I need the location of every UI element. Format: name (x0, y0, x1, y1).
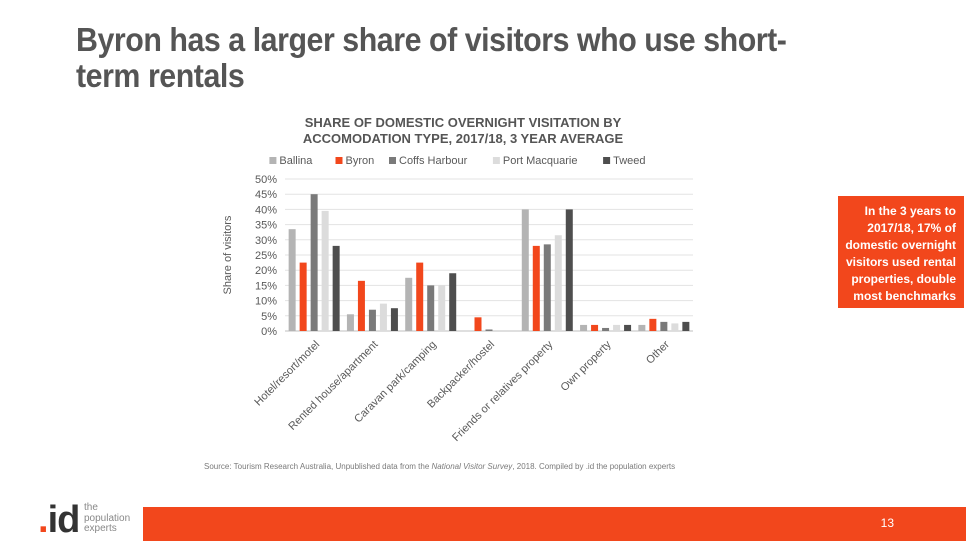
footer-bar: 13 (143, 507, 966, 541)
bar (474, 317, 482, 331)
y-tick-label: 25% (255, 250, 277, 262)
logo-tagline-line: population (84, 512, 131, 524)
bar (591, 324, 599, 331)
bar (682, 321, 690, 331)
bar (405, 277, 413, 331)
bar (321, 210, 329, 331)
bar (379, 303, 387, 331)
bar (310, 194, 318, 331)
y-axis-label: Share of visitors (222, 215, 234, 294)
legend-label: Tweed (613, 155, 645, 167)
x-tick-label: Friends or relatives property (450, 338, 556, 444)
y-tick-label: 35% (255, 220, 277, 232)
bar (649, 318, 657, 331)
bar-chart: SHARE OF DOMESTIC OVERNIGHT VISITATION B… (222, 115, 693, 444)
y-tick-label: 15% (255, 280, 277, 292)
logo-tagline-line: the (84, 502, 98, 513)
page-number: 13 (880, 516, 894, 530)
bar (532, 245, 540, 331)
legend-swatch (335, 157, 343, 164)
source-note: Source: Tourism Research Australia, Unpu… (204, 462, 675, 471)
source-italic: National Visitor Survey (431, 462, 513, 471)
legend-label: Port Macquarie (503, 155, 578, 167)
bar (299, 262, 307, 331)
y-tick-label: 20% (255, 265, 277, 277)
bar (602, 327, 610, 331)
bar (346, 314, 354, 331)
bar (671, 323, 679, 331)
bar (357, 280, 365, 331)
legend-swatch (492, 157, 500, 164)
x-tick-label: Other (644, 338, 672, 366)
bar (543, 244, 551, 331)
bar (416, 262, 424, 331)
legend-swatch (389, 157, 396, 164)
source-suffix: , 2018. Compiled by .id the population e… (512, 462, 676, 471)
bar (521, 209, 529, 331)
bar (554, 235, 562, 331)
bar (496, 330, 504, 331)
bar (332, 245, 340, 331)
source-prefix: Source: Tourism Research Australia, Unpu… (204, 462, 432, 471)
legend-label: Coffs Harbour (399, 155, 468, 167)
bar (565, 209, 573, 331)
bar (288, 229, 296, 331)
bar (485, 329, 493, 331)
bar (580, 324, 588, 331)
bar (449, 273, 457, 331)
legend-label: Ballina (279, 155, 313, 167)
chart-title-line: ACCOMODATION TYPE, 2017/18, 3 YEAR AVERA… (303, 131, 624, 146)
bar (390, 308, 398, 331)
logo-tagline: the population experts (84, 502, 131, 535)
bar (368, 309, 376, 331)
callout-box: In the 3 years to 2017/18, 17% of domest… (838, 196, 964, 308)
bar (624, 324, 632, 331)
logo-tagline-line: experts (84, 523, 117, 534)
legend-swatch (269, 157, 277, 164)
y-tick-label: 45% (255, 189, 277, 201)
bar (638, 324, 646, 331)
legend-swatch (603, 157, 611, 164)
y-tick-label: 0% (261, 326, 277, 338)
y-tick-label: 40% (255, 204, 277, 216)
bar (438, 285, 446, 331)
logo-mark: .id (38, 499, 80, 541)
y-tick-label: 5% (261, 311, 277, 323)
bar (613, 324, 621, 331)
id-logo: .id the population experts (38, 499, 138, 542)
bar (427, 285, 435, 331)
slide-title: Byron has a larger share of visitors who… (76, 21, 787, 94)
y-tick-label: 10% (255, 296, 277, 308)
x-tick-label: Own property (559, 338, 615, 394)
y-tick-label: 30% (255, 235, 277, 247)
chart-title-line: SHARE OF DOMESTIC OVERNIGHT VISITATION B… (305, 115, 622, 130)
y-tick-label: 50% (255, 174, 277, 186)
bar (660, 321, 668, 331)
legend-label: Byron (346, 155, 375, 167)
